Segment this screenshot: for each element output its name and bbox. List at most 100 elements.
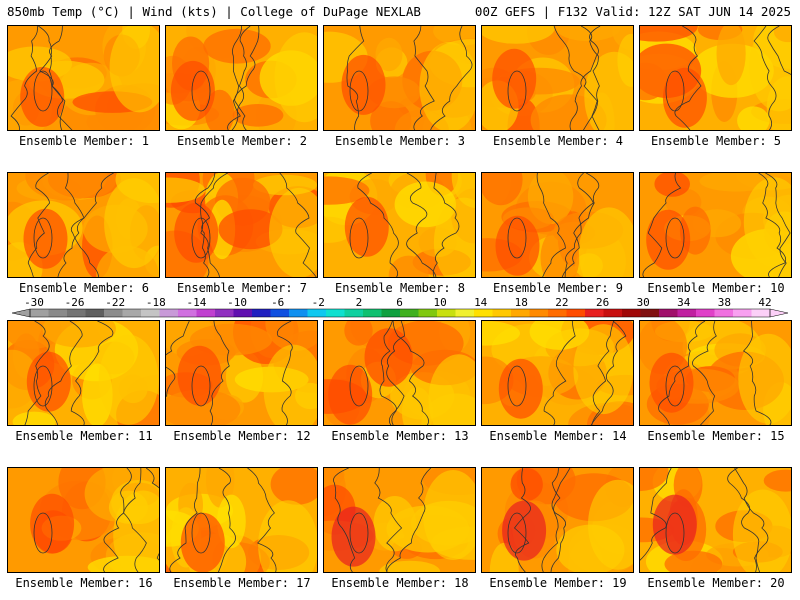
colorbar-tick-label: 38 [718,296,731,309]
ensemble-member-label: Ensemble Member: 10 [647,281,785,295]
ensemble-member-label: Ensemble Member: 20 [647,576,785,590]
colorbar-tick-label: 34 [677,296,691,309]
colorbar-segment [640,309,660,317]
colorbar-segment [252,309,271,317]
ensemble-member-map-9 [481,172,634,278]
colorbar-high-arrow [769,308,789,318]
colorbar-tick-label: -22 [105,296,125,309]
ensemble-member-label: Ensemble Member: 11 [15,429,153,443]
ensemble-member-map-5 [639,25,792,131]
colorbar-segment [492,309,512,317]
colorbar-segment [270,309,290,317]
colorbar-segment [437,309,456,317]
ensemble-member-map-6 [7,172,160,278]
colorbar-tick-label: 14 [474,296,488,309]
colorbar-tick-label: -6 [271,296,284,309]
ensemble-member-label: Ensemble Member: 6 [18,281,150,295]
colorbar-segment [104,309,123,317]
colorbar-segment [400,309,419,317]
ensemble-member-map-17 [165,467,318,573]
colorbar-tick-label: -10 [227,296,247,309]
colorbar-tick-label: -14 [186,296,206,309]
colorbar-tick-label: 42 [758,296,771,309]
ensemble-member-map-13 [323,320,476,426]
colorbar-tick-label: 26 [596,296,609,309]
colorbar-segment [233,309,253,317]
colorbar-segment [548,309,567,317]
ensemble-member-label: Ensemble Member: 19 [489,576,627,590]
colorbar-tick-label: 22 [555,296,568,309]
ensemble-member-map-15 [639,320,792,426]
colorbar-tick-label: -26 [65,296,85,309]
colorbar-tick-label: 6 [396,296,403,309]
ensemble-member-label: Ensemble Member: 5 [650,134,782,148]
colorbar-segment [85,309,105,317]
colorbar-segment [196,309,216,317]
ensemble-member-label: Ensemble Member: 17 [173,576,311,590]
colorbar-segment [566,309,586,317]
ensemble-member-map-2 [165,25,318,131]
colorbar-segment [474,309,493,317]
colorbar-tick-label: 18 [515,296,528,309]
ensemble-member-label: Ensemble Member: 4 [492,134,624,148]
temperature-colorbar: -30 -26 -22 -18 -14 -10 -6 -2 2 6 10 14 18 22 26 30 34 38… [11,296,789,318]
ensemble-member-label: Ensemble Member: 9 [492,281,624,295]
map-title: 850mb Temp (°C) | Wind (kts) | College o… [7,4,421,19]
colorbar-segment [714,309,734,317]
colorbar-tick-label: -30 [24,296,44,309]
ensemble-member-label: Ensemble Member: 15 [647,429,785,443]
colorbar-tick-label: 2 [356,296,363,309]
colorbar-segment [159,309,179,317]
colorbar-segment [215,309,234,317]
ensemble-member-label: Ensemble Member: 7 [176,281,308,295]
colorbar-segment [529,309,549,317]
colorbar-segment [381,309,401,317]
colorbar-low-arrow [11,308,31,318]
colorbar-segment [122,309,142,317]
ensemble-member-map-4 [481,25,634,131]
colorbar-segment [48,309,68,317]
ensemble-member-map-1 [7,25,160,131]
colorbar-tick-label: -18 [146,296,166,309]
colorbar-segment [418,309,438,317]
ensemble-member-label: Ensemble Member: 3 [334,134,466,148]
colorbar-segment [622,309,641,317]
colorbar-segment [751,309,771,317]
colorbar-segment [67,309,86,317]
colorbar-segment [603,309,623,317]
colorbar-segment [363,309,382,317]
ensemble-member-label: Ensemble Member: 18 [331,576,469,590]
ensemble-member-map-8 [323,172,476,278]
colorbar-segment [307,309,327,317]
ensemble-member-map-19 [481,467,634,573]
ensemble-member-map-20 [639,467,792,573]
ensemble-member-map-3 [323,25,476,131]
ensemble-member-map-7 [165,172,318,278]
ensemble-member-label: Ensemble Member: 16 [15,576,153,590]
ensemble-member-map-10 [639,172,792,278]
ensemble-member-map-14 [481,320,634,426]
colorbar-segment [659,309,678,317]
ensemble-member-label: Ensemble Member: 1 [18,134,150,148]
colorbar-segment [289,309,308,317]
colorbar-segment [141,309,160,317]
ensemble-member-map-12 [165,320,318,426]
colorbar-segment [178,309,197,317]
ensemble-member-label: Ensemble Member: 12 [173,429,311,443]
colorbar-segment [455,309,475,317]
colorbar-segment [696,309,715,317]
ensemble-member-label: Ensemble Member: 8 [334,281,466,295]
colorbar-segment [677,309,697,317]
ensemble-member-map-16 [7,467,160,573]
ensemble-member-label: Ensemble Member: 13 [331,429,469,443]
colorbar-segment [511,309,530,317]
colorbar-segment [733,309,752,317]
ensemble-member-map-18 [323,467,476,573]
ensemble-member-label: Ensemble Member: 14 [489,429,627,443]
ensemble-member-map-11 [7,320,160,426]
run-valid-time: 00Z GEFS | F132 Valid: 12Z SAT JUN 14 20… [474,4,791,19]
colorbar-segment [30,309,49,317]
colorbar-segment [344,309,364,317]
colorbar-segment [585,309,604,317]
colorbar-segment [326,309,345,317]
